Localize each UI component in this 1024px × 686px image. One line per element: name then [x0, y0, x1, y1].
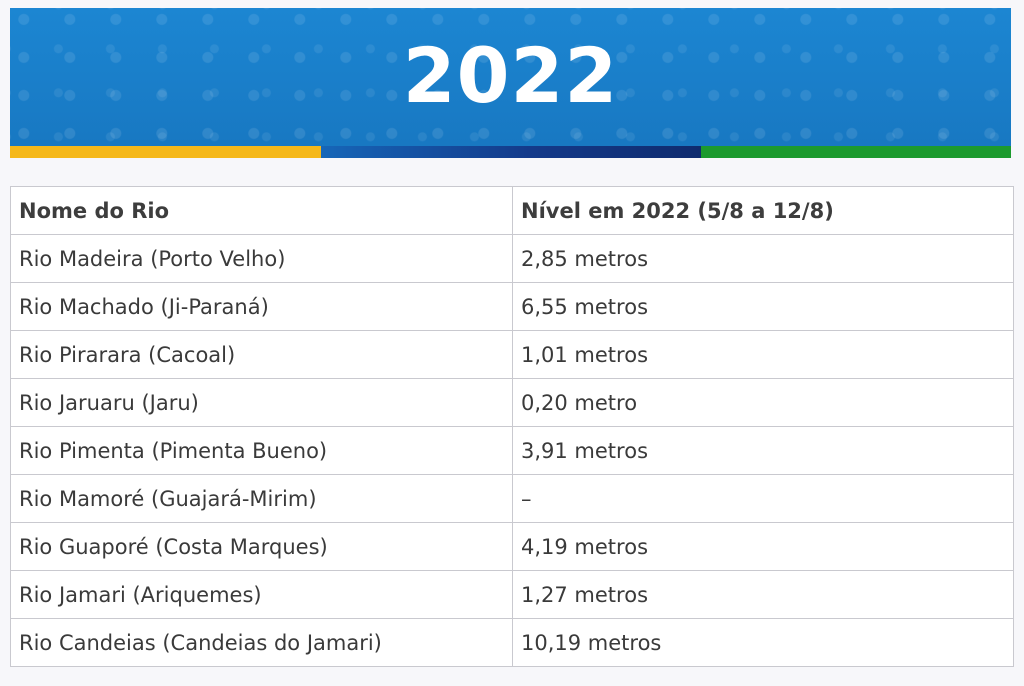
table-row: Rio Mamoré (Guajará-Mirim) –	[10, 474, 1014, 523]
river-name-cell: Rio Machado (Ji-Paraná)	[10, 282, 513, 331]
river-name-cell: Rio Pirarara (Cacoal)	[10, 330, 513, 379]
river-levels-table: Nome do Rio Nível em 2022 (5/8 a 12/8) R…	[10, 186, 1014, 667]
stripe-green	[701, 146, 1011, 158]
year-banner: 2022	[10, 8, 1011, 158]
table-header-row: Nome do Rio Nível em 2022 (5/8 a 12/8)	[10, 186, 1014, 235]
river-level-cell: 1,01 metros	[512, 330, 1014, 379]
river-name-cell: Rio Guaporé (Costa Marques)	[10, 522, 513, 571]
header-level: Nível em 2022 (5/8 a 12/8)	[512, 186, 1014, 235]
river-name-cell: Rio Mamoré (Guajará-Mirim)	[10, 474, 513, 523]
river-level-cell: 10,19 metros	[512, 618, 1014, 667]
river-level-cell: 0,20 metro	[512, 378, 1014, 427]
banner-color-stripe	[10, 146, 1011, 158]
table-row: Rio Pirarara (Cacoal) 1,01 metros	[10, 330, 1014, 379]
stripe-blue	[321, 146, 701, 158]
table-row: Rio Candeias (Candeias do Jamari) 10,19 …	[10, 618, 1014, 667]
river-name-cell: Rio Madeira (Porto Velho)	[10, 234, 513, 283]
table-row: Rio Pimenta (Pimenta Bueno) 3,91 metros	[10, 426, 1014, 475]
header-river-name: Nome do Rio	[10, 186, 513, 235]
table-row: Rio Guaporé (Costa Marques) 4,19 metros	[10, 522, 1014, 571]
river-name-cell: Rio Candeias (Candeias do Jamari)	[10, 618, 513, 667]
banner-icon-pattern	[10, 8, 1011, 146]
river-level-cell: –	[512, 474, 1014, 523]
river-level-cell: 4,19 metros	[512, 522, 1014, 571]
table-row: Rio Madeira (Porto Velho) 2,85 metros	[10, 234, 1014, 283]
river-level-cell: 2,85 metros	[512, 234, 1014, 283]
river-name-cell: Rio Jaruaru (Jaru)	[10, 378, 513, 427]
table-row: Rio Jamari (Ariquemes) 1,27 metros	[10, 570, 1014, 619]
river-name-cell: Rio Pimenta (Pimenta Bueno)	[10, 426, 513, 475]
river-name-cell: Rio Jamari (Ariquemes)	[10, 570, 513, 619]
river-level-cell: 1,27 metros	[512, 570, 1014, 619]
table-row: Rio Jaruaru (Jaru) 0,20 metro	[10, 378, 1014, 427]
stripe-yellow	[10, 146, 321, 158]
river-level-cell: 3,91 metros	[512, 426, 1014, 475]
banner-year-title: 2022	[402, 31, 619, 120]
river-level-cell: 6,55 metros	[512, 282, 1014, 331]
table-row: Rio Machado (Ji-Paraná) 6,55 metros	[10, 282, 1014, 331]
